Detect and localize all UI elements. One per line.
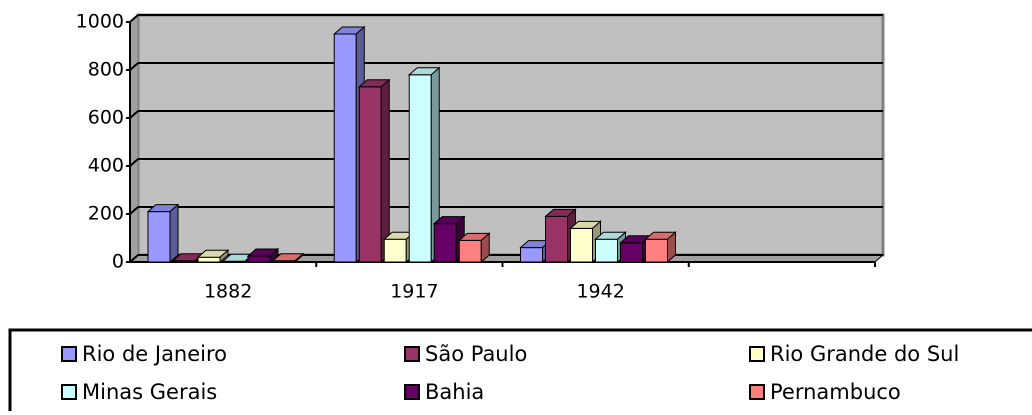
bar xyxy=(196,249,230,264)
legend-label: Rio de Janeiro xyxy=(82,342,227,366)
y-tick-label: 1000 xyxy=(76,11,124,33)
y-tick-label: 200 xyxy=(88,203,124,225)
bar xyxy=(407,66,441,264)
y-tick-label: 600 xyxy=(88,107,124,129)
bar-front xyxy=(333,33,357,263)
bar-front xyxy=(520,247,543,263)
grid-line xyxy=(129,254,139,263)
bar-front xyxy=(595,238,618,263)
bar xyxy=(246,247,280,264)
legend-swatch xyxy=(749,384,765,400)
bar-front xyxy=(545,215,568,263)
legend-swatch xyxy=(61,384,77,400)
grid-line xyxy=(129,14,139,23)
legend-box xyxy=(8,328,1032,415)
bar-side xyxy=(667,231,676,264)
bar xyxy=(569,220,602,264)
y-tick-label: 800 xyxy=(88,59,124,81)
plot-background xyxy=(136,13,885,257)
grid-line xyxy=(129,62,139,71)
legend-label: Rio Grande do Sul xyxy=(770,342,959,366)
bar xyxy=(644,231,677,264)
bar xyxy=(146,203,180,264)
legend-label: São Paulo xyxy=(425,342,527,366)
legend-label: Pernambuco xyxy=(770,380,901,404)
bar-front xyxy=(383,238,407,263)
bar-front xyxy=(620,242,643,263)
bar-side xyxy=(480,232,490,264)
bar-front xyxy=(408,74,432,263)
bar-side xyxy=(219,249,229,264)
x-tick-label: 1882 xyxy=(204,281,252,303)
bar xyxy=(457,232,491,264)
bar-front xyxy=(458,239,482,263)
y-tick-label: 0 xyxy=(112,251,124,273)
bar xyxy=(357,78,391,264)
bar-side xyxy=(294,252,304,264)
bar-side xyxy=(169,203,179,264)
bar-side xyxy=(380,78,390,264)
bar-front xyxy=(358,86,382,263)
bar-front xyxy=(433,223,457,263)
bar-front xyxy=(147,211,171,263)
bar xyxy=(271,252,305,264)
bar-front xyxy=(570,227,593,263)
legend-swatch xyxy=(61,346,77,362)
legend-swatch xyxy=(404,384,420,400)
plot-side-wall xyxy=(129,13,139,264)
grid-line xyxy=(129,110,139,119)
grid-line xyxy=(129,158,139,167)
x-tick-label: 1917 xyxy=(390,281,438,303)
legend-swatch xyxy=(404,346,420,362)
bar-side xyxy=(269,247,279,264)
y-tick-label: 400 xyxy=(88,155,124,177)
bar-front xyxy=(247,255,271,263)
x-tick-label: 1942 xyxy=(576,281,624,303)
grid-line xyxy=(129,206,139,215)
bar-front xyxy=(197,256,221,263)
legend-swatch xyxy=(749,346,765,362)
legend-label: Bahia xyxy=(425,380,484,404)
bar-front xyxy=(645,238,668,263)
legend-label: Minas Gerais xyxy=(82,380,217,404)
